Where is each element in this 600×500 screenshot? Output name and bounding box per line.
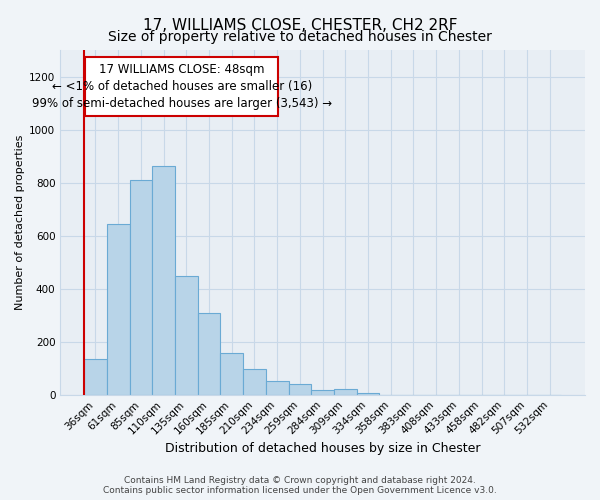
X-axis label: Distribution of detached houses by size in Chester: Distribution of detached houses by size …: [165, 442, 481, 455]
Bar: [289, 384, 311, 394]
Bar: [152, 166, 175, 394]
Bar: [130, 180, 152, 394]
Bar: [334, 389, 357, 394]
Bar: [175, 276, 198, 394]
Bar: [198, 313, 220, 394]
Text: 17, WILLIAMS CLOSE, CHESTER, CH2 2RF: 17, WILLIAMS CLOSE, CHESTER, CH2 2RF: [143, 18, 457, 32]
Bar: [220, 353, 243, 395]
Bar: [84, 359, 107, 394]
Bar: [357, 392, 379, 394]
FancyBboxPatch shape: [85, 56, 278, 116]
Bar: [266, 380, 289, 394]
Bar: [243, 369, 266, 394]
Bar: [311, 390, 334, 394]
Text: Contains HM Land Registry data © Crown copyright and database right 2024.
Contai: Contains HM Land Registry data © Crown c…: [103, 476, 497, 495]
Text: Size of property relative to detached houses in Chester: Size of property relative to detached ho…: [108, 30, 492, 44]
Bar: [107, 224, 130, 394]
Text: 17 WILLIAMS CLOSE: 48sqm
← <1% of detached houses are smaller (16)
99% of semi-d: 17 WILLIAMS CLOSE: 48sqm ← <1% of detach…: [32, 63, 332, 110]
Y-axis label: Number of detached properties: Number of detached properties: [15, 134, 25, 310]
